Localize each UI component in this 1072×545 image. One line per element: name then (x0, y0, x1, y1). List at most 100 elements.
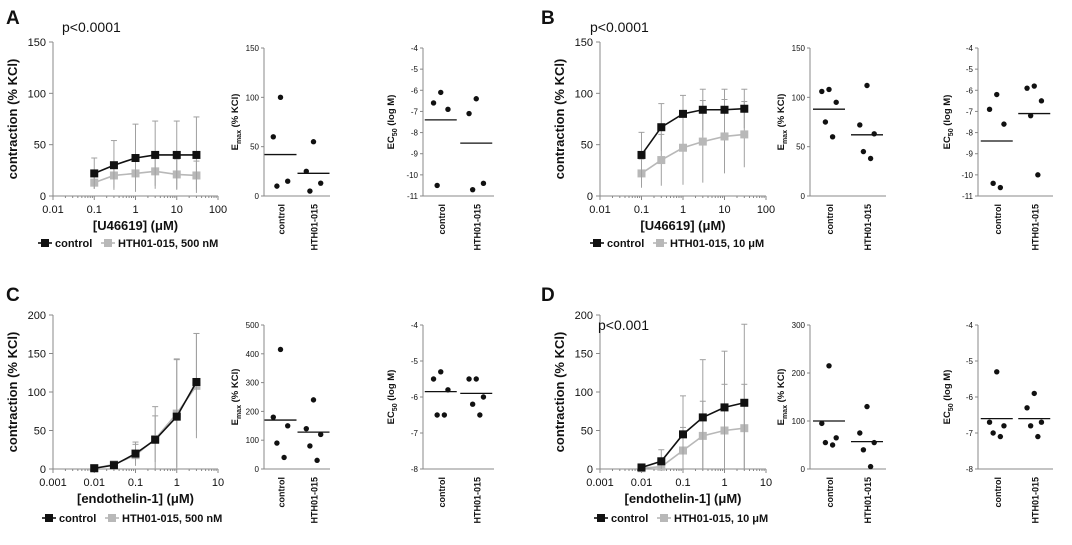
data-point (172, 412, 181, 421)
y-tick-label: 150 (28, 37, 46, 49)
data-point (310, 397, 317, 403)
data-point (192, 150, 201, 159)
data-point (637, 150, 646, 159)
data-point (303, 168, 309, 175)
data-point (303, 425, 309, 432)
series-line-control (640, 107, 745, 156)
data-point (441, 412, 448, 418)
data-point (698, 137, 707, 146)
legend-label: control (59, 513, 96, 525)
data-point (90, 169, 99, 178)
data-point (819, 88, 825, 95)
legend-marker (104, 239, 112, 247)
y-tick-label: -8 (411, 465, 419, 474)
legend-marker (656, 239, 664, 247)
category-label: HTH01-015 (310, 204, 320, 251)
data-point (1024, 85, 1030, 91)
data-point (740, 398, 749, 407)
y-tick-label: -4 (966, 321, 974, 330)
legend-label: HTH01-015, 10 μM (674, 513, 768, 525)
y-tick-label: -7 (411, 429, 419, 438)
data-point (151, 435, 160, 444)
y-tick-label: 300 (246, 379, 260, 388)
data-point (109, 161, 118, 170)
y-tick-label: -7 (966, 429, 974, 438)
y-tick-label: 150 (246, 44, 260, 53)
y-tick-label: 150 (28, 349, 46, 361)
data-point (1001, 423, 1007, 429)
x-tick-label: 0.1 (128, 477, 143, 489)
data-point (430, 376, 437, 382)
data-point (172, 150, 181, 159)
category-label: HTH01-015 (863, 477, 873, 524)
data-point (1038, 419, 1045, 425)
panel-label: C (6, 285, 20, 306)
data-point (986, 106, 993, 113)
data-point (434, 182, 440, 189)
legend-marker (593, 239, 601, 247)
data-point (720, 403, 729, 412)
p-value: p<0.001 (598, 317, 649, 333)
x-tick-label: 0.01 (42, 204, 63, 216)
category-label: control (825, 204, 835, 235)
y-axis-label: contraction (% KCl) (552, 332, 567, 453)
data-point (829, 134, 836, 140)
y-tick-label: -4 (966, 44, 974, 53)
y-tick-label: -4 (411, 321, 419, 330)
data-point (310, 139, 317, 145)
y-tick-label: 0 (801, 192, 806, 201)
legend-label: control (607, 238, 644, 250)
y-tick-label: -5 (411, 357, 419, 366)
y-tick-label: -9 (966, 150, 974, 159)
data-point (871, 439, 877, 446)
data-point (1038, 98, 1045, 104)
y-tick-label: 50 (34, 426, 46, 438)
y-tick-label: -6 (966, 86, 974, 95)
category-label: HTH01-015 (472, 477, 482, 524)
data-point (829, 442, 836, 448)
data-point (466, 110, 472, 117)
legend-marker (41, 239, 49, 247)
data-point (1027, 423, 1034, 429)
data-point (277, 346, 284, 353)
data-point (637, 463, 646, 472)
data-point (430, 100, 437, 106)
data-point (285, 423, 291, 429)
data-point (819, 420, 825, 427)
y-tick-label: 0 (40, 464, 46, 476)
y-axis-label-sub: max (782, 405, 789, 419)
y-axis-label-base: EC (942, 411, 953, 424)
y-axis-label-rest: (log M) (386, 95, 397, 129)
y-axis-label-rest: (% KCl) (230, 94, 241, 130)
x-tick-label: 1 (132, 204, 138, 216)
category-label: HTH01-015 (1030, 477, 1040, 524)
data-point (657, 156, 666, 165)
x-tick-label: 0.1 (87, 204, 102, 216)
y-tick-label: 50 (796, 143, 805, 152)
x-tick-label: 0.1 (675, 477, 690, 489)
y-axis-label-sub: 50 (392, 403, 399, 411)
data-point (151, 150, 160, 159)
y-axis-label-base: EC (386, 136, 397, 149)
p-value: p<0.0001 (62, 19, 121, 35)
y-axis-label-sub: max (236, 405, 243, 419)
panel-label: A (6, 8, 20, 29)
y-tick-label: 50 (34, 140, 46, 152)
y-axis-label-sub: max (782, 130, 789, 144)
data-point (698, 105, 707, 114)
data-point (990, 180, 996, 187)
data-point (285, 178, 291, 184)
y-tick-label: 150 (792, 44, 806, 53)
y-tick-label: 0 (587, 464, 593, 476)
y-tick-label: 150 (575, 37, 593, 49)
x-axis-label: [endothelin-1] (μM) (77, 491, 194, 506)
category-label: control (825, 477, 835, 508)
legend-label: HTH01-015, 500 nM (118, 238, 218, 250)
legend-label: control (55, 238, 92, 250)
y-axis-label-base: E (230, 419, 241, 425)
y-tick-label: -7 (966, 107, 974, 116)
data-point (1035, 172, 1041, 178)
x-tick-label: 1 (721, 477, 727, 489)
y-tick-label: 100 (575, 387, 593, 399)
data-point (192, 377, 201, 386)
